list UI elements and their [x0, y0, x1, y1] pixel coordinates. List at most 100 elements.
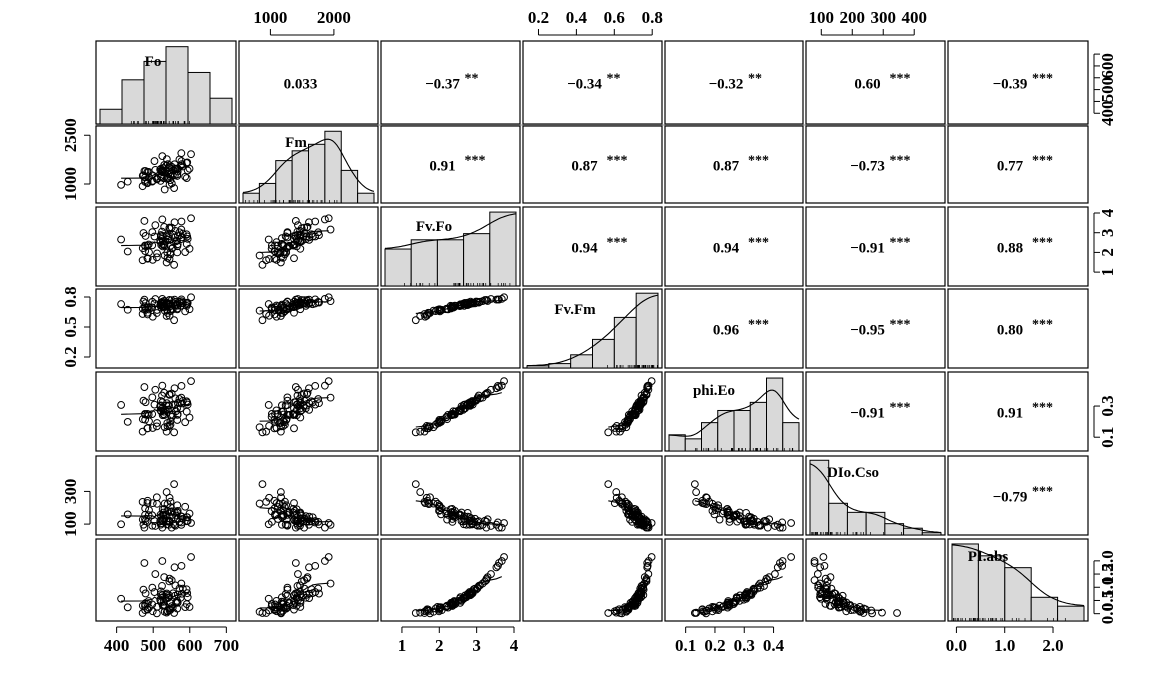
scatter-point [294, 570, 302, 578]
scatter-point [435, 419, 443, 427]
scatter-point [139, 396, 148, 405]
scatter-point [160, 388, 169, 397]
scatter-point [878, 608, 886, 617]
scatter-point [117, 235, 126, 244]
histogram-bar [684, 438, 702, 452]
histogram-bar [733, 409, 751, 452]
scatter-point [167, 576, 176, 585]
correlation-panel [947, 455, 1089, 536]
scatter-point [148, 583, 157, 592]
scatter-point [177, 157, 186, 165]
scatter-point [730, 598, 739, 607]
scatter-point [162, 488, 171, 496]
x-tick-label: 2000 [317, 8, 351, 27]
scatter-point [308, 232, 317, 241]
scatter-point [280, 250, 289, 259]
scatter-point [747, 513, 755, 522]
scatter-point [301, 512, 310, 520]
scatter-point [183, 232, 192, 241]
scatter-point [639, 585, 648, 594]
scatter-point [278, 240, 286, 248]
scatter-point [320, 215, 329, 224]
scatter-point [692, 608, 701, 617]
correlation-panel [805, 206, 946, 287]
scatter-point [314, 228, 323, 237]
correlation-value: −0.39 [993, 77, 1028, 93]
scatter-point [280, 497, 289, 506]
y-tick-label: 300 [61, 479, 80, 505]
scatter-point [822, 595, 831, 604]
scatter-point [140, 383, 149, 391]
correlation-panel [805, 40, 946, 125]
scatter-point [725, 599, 734, 608]
scatter-cell [117, 553, 195, 618]
scatter-point [141, 415, 150, 424]
scatter-point [187, 293, 195, 302]
scatter-point [183, 517, 192, 525]
scatter-layer [117, 149, 901, 618]
scatter-point [787, 519, 796, 527]
scatter-point [143, 178, 152, 186]
scatter-panel [238, 371, 379, 452]
scatter-point [715, 515, 724, 524]
scatter-point [177, 399, 186, 408]
scatter-point [170, 316, 179, 325]
x-tick-label: 200 [840, 8, 866, 27]
scatter-point [262, 427, 271, 436]
density-curve [384, 213, 517, 249]
significance-stars: *** [890, 401, 911, 416]
x-tick-label: 1000 [253, 8, 287, 27]
smooth-fit-line [415, 500, 502, 526]
scatter-point [182, 174, 191, 182]
smooth-fit-line [121, 403, 190, 415]
correlation-panel [522, 40, 663, 125]
histogram-bar [165, 46, 189, 125]
scatter-point [173, 604, 182, 613]
histogram-bar [340, 169, 359, 204]
scatter-cell [255, 293, 335, 325]
scatter-point [187, 150, 195, 159]
scatter-point [756, 579, 764, 588]
scatter-point [416, 488, 425, 496]
scatter-point [171, 581, 180, 590]
scatter-point [153, 249, 161, 258]
scatter-point [303, 296, 311, 304]
significance-stars: *** [890, 236, 911, 251]
variable-label: Fo [145, 54, 162, 70]
scatter-point [741, 520, 750, 529]
scatter-point [500, 377, 508, 386]
scatter-point [123, 247, 132, 256]
histogram-bar [668, 434, 686, 452]
histogram-bar [701, 422, 719, 452]
scatter-point [162, 258, 171, 267]
scatter-point [283, 585, 292, 594]
histogram-bar [766, 377, 784, 452]
scatter-point [842, 607, 851, 616]
scatter-point [634, 398, 643, 407]
histogram-bar [384, 248, 412, 287]
scatter-point [158, 381, 167, 390]
scatter-point [163, 306, 172, 315]
y-tick-label: 0.3 [1098, 395, 1117, 416]
correlation-value: 0.80 [997, 323, 1023, 339]
scatter-point [778, 518, 787, 527]
scatter-point [632, 595, 641, 604]
scatter-point [647, 553, 656, 561]
scatter-point [457, 402, 466, 411]
x-tick-label: 400 [901, 8, 927, 27]
correlation-value: 0.96 [713, 323, 740, 339]
scatter-point [493, 561, 502, 570]
scatter-point [153, 499, 161, 508]
scatter-point [160, 499, 169, 508]
scatter-point [634, 593, 643, 602]
smooth-fit-line [121, 303, 190, 309]
scatter-point [163, 419, 172, 427]
scatter-point [283, 233, 292, 242]
scatter-point [148, 499, 157, 508]
significance-stars: *** [890, 72, 911, 87]
scatter-point [604, 480, 613, 489]
scatter-point [278, 600, 286, 609]
smooth-fit-line [259, 397, 329, 422]
scatter-point [158, 557, 167, 565]
